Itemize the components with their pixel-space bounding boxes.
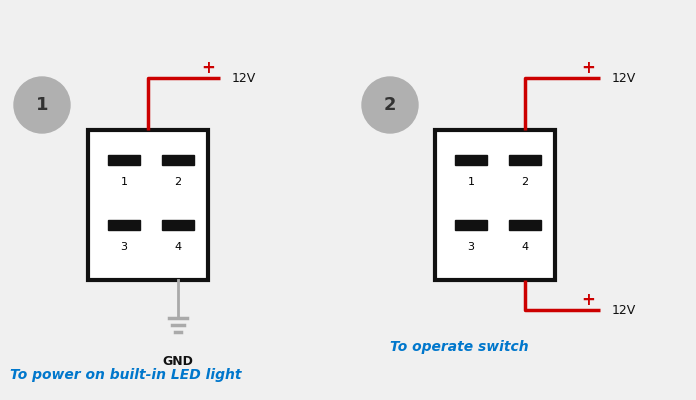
Text: +: + [201,59,215,77]
Bar [162,155,194,165]
Text: 2: 2 [383,96,396,114]
Circle shape [362,77,418,133]
Text: 4: 4 [175,242,182,252]
Bar [509,155,541,165]
Text: 1: 1 [468,177,475,187]
Text: +: + [581,291,595,309]
Bar [455,220,487,230]
Bar [88,130,208,280]
Bar [435,130,555,280]
Bar [108,155,140,165]
Text: 1: 1 [120,177,127,187]
Bar [162,220,194,230]
Text: GND: GND [163,355,193,368]
Text: 12V: 12V [232,72,256,84]
Bar [509,220,541,230]
Text: 3: 3 [468,242,475,252]
Text: To operate switch: To operate switch [390,340,529,354]
Circle shape [14,77,70,133]
Text: 2: 2 [521,177,528,187]
Text: 4: 4 [521,242,528,252]
Text: 3: 3 [120,242,127,252]
Text: To power on built-in LED light: To power on built-in LED light [10,368,242,382]
Text: 1: 1 [35,96,48,114]
Text: 2: 2 [175,177,182,187]
Text: +: + [581,59,595,77]
Text: 12V: 12V [612,72,636,84]
Text: 12V: 12V [612,304,636,316]
Bar [108,220,140,230]
Bar [455,155,487,165]
